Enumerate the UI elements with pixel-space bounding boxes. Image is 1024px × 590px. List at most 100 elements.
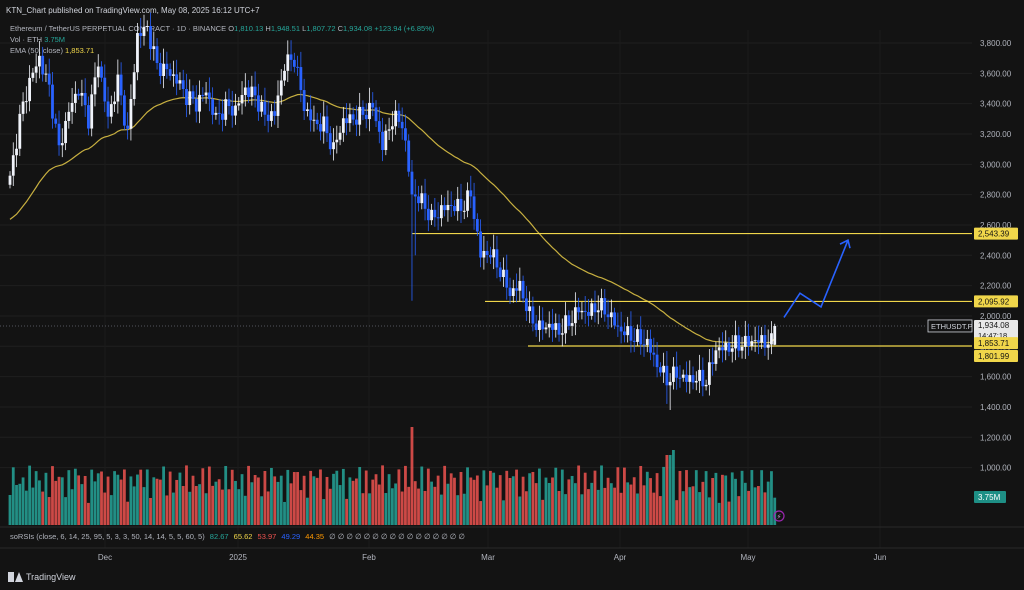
volume-bar: [96, 473, 100, 525]
volume-bar: [505, 470, 509, 525]
volume-bar: [217, 479, 221, 525]
volume-bar: [149, 497, 152, 525]
candle-body: [766, 344, 770, 348]
volume-bar: [198, 484, 201, 525]
tradingview-logo[interactable]: TradingView: [8, 572, 76, 582]
volume-bar: [642, 485, 646, 525]
volume-bar: [511, 476, 515, 525]
symbol-name[interactable]: Ethereum / TetherUS PERPETUAL CONTRACT ·…: [10, 24, 227, 33]
candle-body: [606, 314, 610, 318]
volume-bar: [404, 465, 407, 525]
candle-body: [256, 95, 260, 112]
volume-bar: [469, 477, 473, 525]
candle-body: [446, 204, 450, 211]
volume-bar: [717, 502, 721, 525]
volume-bar: [309, 470, 313, 525]
candle-body: [178, 80, 182, 84]
candle-body: [417, 196, 420, 204]
candle-body: [436, 217, 440, 219]
volume-bar: [165, 495, 169, 525]
volume-bar: [727, 501, 731, 525]
price-tick: 1,000.00: [980, 464, 1012, 473]
volume-bar: [531, 471, 535, 525]
candle-body: [305, 109, 309, 111]
volume-bar: [436, 475, 440, 525]
candle-body: [292, 59, 296, 67]
candle-body: [283, 70, 286, 81]
volume-bar: [453, 477, 456, 525]
volume-bar: [41, 491, 45, 525]
candle-body: [221, 113, 224, 120]
brand-label: TradingView: [26, 572, 76, 582]
volume-bar: [8, 495, 12, 525]
candle-body: [724, 342, 728, 351]
volume-bar: [688, 487, 692, 525]
candle-body: [162, 63, 165, 76]
volume-bar: [639, 465, 643, 525]
candle-body: [387, 129, 391, 131]
candle-body: [90, 94, 94, 129]
volume-legend-row[interactable]: Vol · ETH 3.75M: [10, 34, 434, 45]
candle-body: [332, 142, 335, 150]
volume-bar: [694, 470, 698, 525]
volume-bar: [175, 479, 179, 525]
price-tick: 2,000.00: [980, 312, 1012, 321]
candle-body: [426, 208, 430, 221]
candle-body: [87, 105, 90, 129]
ema-price-label: 1,853.71: [978, 339, 1010, 348]
level-low-label: 1,801.99: [978, 352, 1010, 361]
volume-bar: [348, 477, 352, 525]
candle-body: [322, 116, 326, 132]
candle-body: [505, 269, 509, 288]
price-tick: 3,200.00: [980, 130, 1012, 139]
volume-bar: [234, 480, 237, 525]
volume-bar: [296, 472, 299, 525]
candle-body: [355, 119, 358, 125]
volume-bar: [645, 471, 649, 525]
candle-body: [224, 99, 228, 120]
volume-bar: [678, 470, 682, 525]
volume-bar: [649, 478, 652, 525]
candle-body: [629, 326, 633, 341]
candle-body: [694, 380, 698, 383]
volume-bar: [24, 490, 28, 525]
volume-bar: [312, 476, 316, 525]
volume-bar: [655, 473, 659, 525]
volume-bar: [570, 475, 574, 525]
high-value: 1,948.51: [270, 24, 301, 33]
candle-body: [459, 198, 463, 211]
volume-bar: [573, 483, 577, 525]
volume-bar: [711, 478, 715, 525]
volume-bar: [704, 471, 708, 525]
candle-body: [730, 348, 734, 352]
candle-body: [54, 118, 58, 124]
candle-body: [711, 362, 715, 364]
candle-body: [152, 46, 156, 50]
candle-body: [276, 95, 280, 116]
volume-bar: [100, 471, 103, 525]
candle-body: [511, 288, 515, 296]
candle-body: [691, 375, 695, 383]
candle-body: [534, 323, 538, 330]
candle-body: [554, 323, 558, 330]
volume-bar: [11, 467, 15, 525]
price-tick: 1,600.00: [980, 373, 1012, 382]
candle-body: [400, 121, 404, 129]
volume-bar: [524, 491, 528, 525]
rsi-legend[interactable]: soRSIs (close, 6, 14, 25, 95, 5, 3, 3, 5…: [10, 532, 468, 541]
ema-legend-row[interactable]: EMA (50, close) 1,853.71: [10, 45, 434, 56]
low-label: L: [302, 24, 307, 33]
candle-body: [312, 119, 316, 121]
price-tick: 2,400.00: [980, 251, 1012, 260]
candle-body: [665, 365, 669, 386]
projection-arrowhead: [839, 238, 851, 249]
candle-body: [279, 80, 283, 96]
candle-body: [645, 338, 649, 345]
volume-bar: [459, 471, 463, 525]
candle-body: [547, 323, 551, 328]
candle-body: [433, 209, 437, 218]
volume-bar: [126, 501, 130, 525]
candle-body: [155, 46, 159, 63]
volume-bar: [38, 480, 41, 525]
